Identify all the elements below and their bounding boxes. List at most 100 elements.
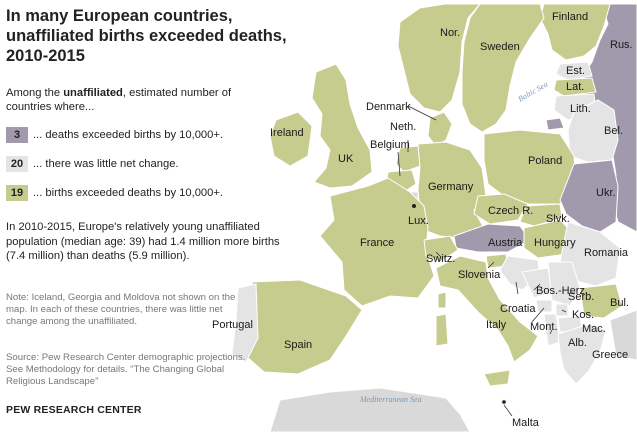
label-croatia: Croatia — [500, 303, 536, 315]
label-belarus: Bel. — [604, 125, 623, 137]
leader-slovenia — [487, 261, 495, 269]
label-italy: Italy — [486, 319, 507, 331]
label-serbia: Serb. — [568, 291, 594, 303]
label-belgium: Belgium — [370, 139, 410, 151]
label-bulgaria: Bul. — [610, 297, 629, 309]
country-latvia — [553, 77, 597, 97]
label-ireland: Ireland — [270, 127, 304, 139]
legend-swatch-deaths: 3 — [6, 127, 28, 143]
country-sweden — [461, 3, 545, 133]
label-romania: Romania — [584, 247, 629, 259]
country-ireland — [269, 111, 313, 167]
leader-malta — [503, 404, 513, 417]
country-norway — [397, 3, 482, 113]
region-turkey — [609, 309, 637, 361]
label-denmark: Denmark — [366, 101, 411, 113]
legend-intro-prefix: Among the — [6, 87, 64, 99]
label-slovakia: Slvk. — [546, 213, 570, 225]
label-bosnia: Bos.-Herz. — [536, 285, 588, 297]
leader-denmark — [407, 105, 437, 121]
label-baltic-sea: Baltic Sea — [517, 80, 550, 104]
island-corsica — [437, 291, 447, 309]
label-greece: Greece — [592, 349, 628, 361]
footer-logo-text: PEW RESEARCH CENTER — [6, 404, 142, 416]
label-montenegro: Mont. — [530, 321, 558, 333]
country-france — [319, 177, 435, 307]
country-italy — [435, 255, 539, 363]
leader-alb — [549, 329, 553, 335]
country-poland — [483, 129, 577, 205]
legend-label-little-change: ... there was little net change. — [33, 158, 179, 170]
legend-swatch-births: 19 — [6, 185, 28, 201]
legend-label-births: ... births exceeded deaths by 10,000+. — [33, 187, 224, 199]
label-poland: Poland — [528, 155, 562, 167]
country-portugal — [231, 283, 259, 363]
legend-item-little-change: 20 ... there was little net change. — [6, 156, 179, 172]
label-latvia: Lat. — [566, 81, 584, 93]
label-czech: Czech R. — [488, 205, 533, 217]
label-switzerland: Switz. — [426, 253, 455, 265]
leader-bos — [533, 283, 541, 291]
country-slovakia — [519, 203, 563, 227]
label-finland: Finland — [552, 11, 588, 23]
country-finland — [539, 3, 611, 61]
leader-mont — [531, 307, 545, 323]
label-albania: Alb. — [568, 337, 587, 349]
label-mediterranean-sea: Mediterranean Sea — [359, 395, 422, 404]
island-sardinia — [435, 313, 449, 347]
label-uk: UK — [338, 153, 354, 165]
label-russia: Rus. — [610, 39, 633, 51]
label-germany: Germany — [428, 181, 474, 193]
label-france: France — [360, 237, 394, 249]
region-north-africa — [269, 387, 471, 432]
country-montenegro — [535, 299, 553, 313]
country-austria — [453, 223, 531, 253]
leader-belgium — [397, 151, 401, 177]
label-neth: Neth. — [390, 121, 416, 133]
dot-malta — [502, 400, 506, 404]
label-macedonia: Mac. — [582, 323, 606, 335]
region-kaliningrad — [545, 117, 565, 131]
legend-intro: Among the unaffiliated, estimated number… — [6, 86, 266, 114]
legend-label-deaths: ... deaths exceeded births by 10,000+. — [33, 129, 224, 141]
legend-intro-bold: unaffiliated — [63, 87, 123, 99]
label-sweden: Sweden — [480, 41, 520, 53]
source-text: Source: Pew Research Center demographic … — [6, 352, 246, 387]
island-sicily — [483, 369, 511, 387]
legend-item-deaths: 3 ... deaths exceeded births by 10,000+. — [6, 127, 223, 143]
country-denmark — [427, 111, 453, 147]
label-estonia: Est. — [566, 65, 585, 77]
note-text: Note: Iceland, Georgia and Moldova not s… — [6, 292, 236, 327]
label-slovenia: Slovenia — [458, 269, 501, 281]
label-malta: Malta — [512, 417, 540, 429]
country-switzerland — [423, 235, 459, 263]
legend-item-births: 19 ... births exceeded deaths by 10,000+… — [6, 185, 223, 201]
leader-croatia — [515, 281, 519, 295]
legend-swatch-little-change: 20 — [6, 156, 28, 172]
country-estonia — [555, 61, 593, 81]
dot-lux — [412, 204, 416, 208]
country-greece — [557, 323, 607, 385]
label-spain: Spain — [284, 339, 312, 351]
leader-kos — [561, 309, 567, 313]
label-lithuania: Lith. — [570, 103, 591, 115]
body-text: In 2010-2015, Europe's relatively young … — [6, 221, 280, 262]
label-norway: Nor. — [440, 27, 460, 39]
label-austria: Austria — [488, 237, 523, 249]
label-portugal: Portugal — [212, 319, 253, 331]
country-serbia — [547, 261, 581, 307]
label-hungary: Hungary — [534, 237, 576, 249]
legend-intro-suffix: , estimated number of countries where... — [6, 87, 232, 113]
label-luxembourg: Lux. — [408, 215, 429, 227]
country-spain — [245, 279, 363, 375]
country-netherlands — [395, 145, 421, 173]
country-uk — [311, 63, 373, 189]
page-title: In many European countries, unaffiliated… — [6, 7, 287, 65]
leader-switz — [435, 251, 441, 257]
country-czech — [473, 193, 529, 225]
label-kosovo: Kos. — [572, 309, 594, 321]
country-bulgaria — [579, 283, 623, 319]
label-ukraine: Ukr. — [596, 187, 616, 199]
